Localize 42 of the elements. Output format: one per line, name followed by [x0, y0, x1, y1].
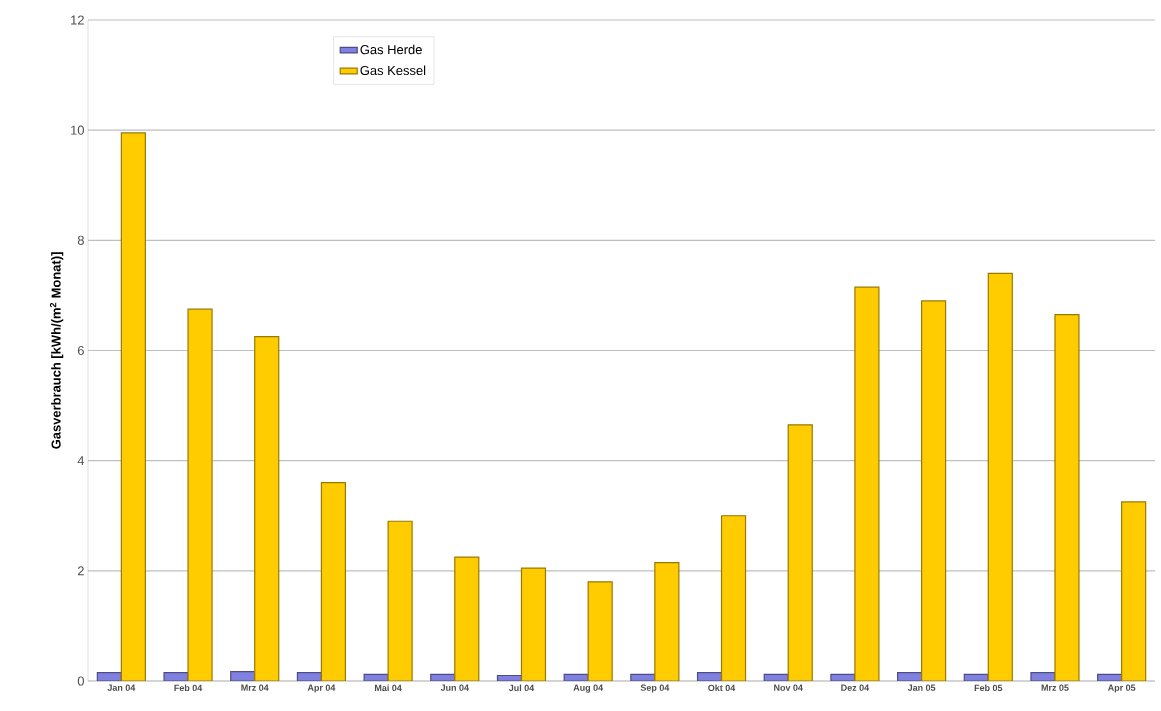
bar [320, 482, 347, 681]
x-tick-label: Nov 04 [774, 684, 803, 691]
bar [921, 300, 947, 681]
bar [987, 272, 1013, 681]
bar [387, 520, 413, 681]
x-tick-label: Mrz 04 [241, 684, 269, 691]
x-tick-label: Apr 04 [307, 684, 336, 693]
y-axis-title: Gasverbrauch [kWh/(m$^{2}$ Monat)] [49, 252, 64, 449]
x-tick-label: Mai 04 [374, 684, 402, 692]
x-tick-label: Feb 04 [174, 684, 203, 692]
bar [254, 336, 280, 681]
y-tick-label: 6 [77, 345, 84, 356]
y-tick-label: 0 [77, 676, 84, 686]
x-tick-label: Jan 04 [107, 684, 136, 691]
x-tick-label: Jun 04 [440, 684, 469, 691]
legend-label: Gas Kessel [360, 65, 426, 76]
y-tick-label: 2 [77, 566, 84, 576]
x-tick-label: Apr 05 [1107, 684, 1136, 693]
x-tick-label: Aug 04 [573, 684, 604, 693]
y-tick-label: 4 [77, 456, 85, 466]
y-tick-label: 8 [77, 235, 84, 245]
y-tick-label: 10 [71, 125, 84, 135]
x-tick-label: Mrz 05 [1041, 684, 1069, 691]
x-tick-label: Okt 04 [708, 684, 736, 692]
bar [587, 581, 613, 681]
bar [1121, 501, 1147, 681]
bar [120, 132, 146, 681]
bar [454, 556, 480, 681]
x-tick-label: Jul 04 [508, 684, 535, 692]
y-tick-label: 12 [71, 15, 84, 25]
bar [1054, 314, 1080, 681]
bar [520, 567, 547, 681]
x-tick-label: Dez 04 [841, 684, 870, 691]
bar [854, 286, 880, 681]
bar [787, 424, 813, 681]
x-tick-label: Sep 04 [640, 684, 670, 693]
bar [187, 308, 213, 681]
x-tick-label: Feb 05 [974, 684, 1003, 692]
bar [654, 561, 680, 681]
legend-label: Gas Herde [360, 44, 422, 55]
x-tick-label: Jan 05 [907, 684, 936, 691]
bar [720, 515, 747, 681]
